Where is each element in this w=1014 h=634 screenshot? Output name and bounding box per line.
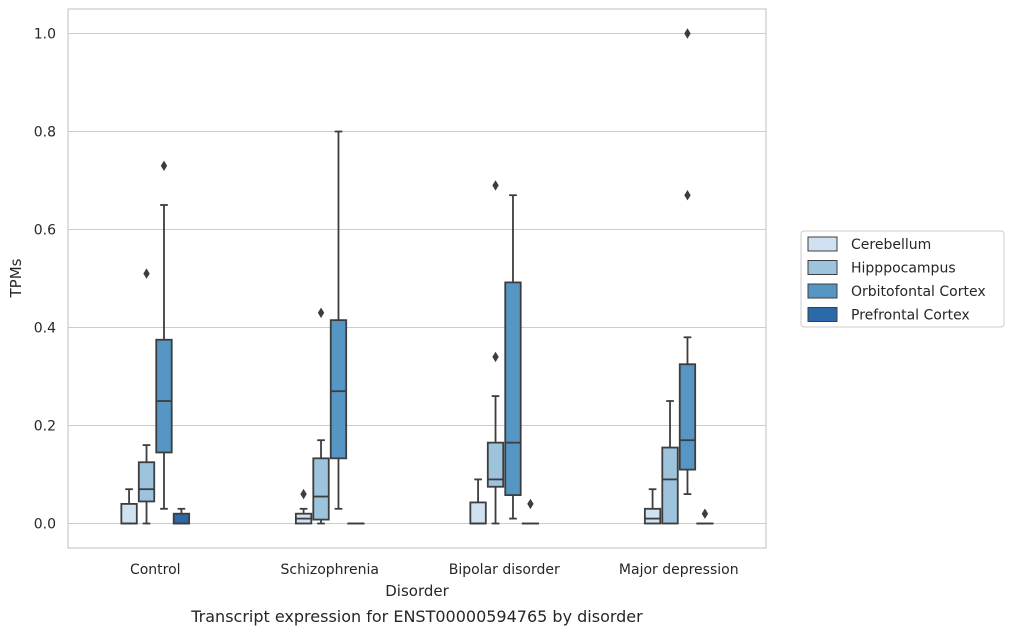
- legend-swatch: [807, 236, 838, 252]
- box-iqr: [678, 363, 697, 471]
- box: [643, 488, 662, 525]
- outlier-point: [143, 268, 150, 279]
- box: [486, 180, 505, 525]
- box-iqr: [120, 502, 138, 525]
- box-iqr: [155, 338, 173, 454]
- y-axis-ticks: 0.0 0.2 0.4 0.6 0.8 1.0: [34, 27, 56, 533]
- box-iqr: [329, 319, 348, 460]
- legend-swatch: [807, 307, 838, 322]
- box: [312, 307, 330, 525]
- outlier-point: [492, 180, 499, 191]
- y-tick-label: 0.4: [34, 321, 56, 337]
- x-axis-label: Disorder: [385, 582, 449, 600]
- box-iqr: [469, 501, 487, 525]
- legend-entry-label: Cerebellum: [851, 237, 931, 253]
- legend-entry-label: Hipppocampus: [851, 261, 956, 277]
- plot-frame: [67, 8, 767, 549]
- box-iqr: [172, 512, 191, 525]
- box: [696, 508, 714, 525]
- x-tick-label: Control: [130, 562, 181, 578]
- legend-swatch: [807, 260, 838, 275]
- legend-entry-label: Prefrontal Cortex: [851, 308, 970, 324]
- x-tick-label: Bipolar disorder: [449, 562, 560, 578]
- box: [294, 488, 313, 525]
- outlier-point: [492, 351, 499, 363]
- legend: Cerebellum Hipppocampus Orbitofontal Corte…: [800, 230, 1005, 328]
- chart-caption: Transcript expression for ENST0000059476…: [190, 607, 643, 626]
- box-iqr: [661, 446, 679, 525]
- y-tick-label: 0.6: [34, 223, 56, 239]
- outlier-point: [527, 498, 534, 510]
- y-tick-label: 0.0: [34, 517, 56, 533]
- outlier-point: [300, 488, 307, 500]
- box: [155, 160, 173, 510]
- box: [120, 488, 138, 525]
- x-tick-label: Major depression: [619, 562, 739, 578]
- box-iqr: [504, 281, 522, 496]
- outlier-point: [701, 508, 709, 519]
- y-axis-label: TPMs: [7, 258, 25, 298]
- box: [504, 194, 522, 520]
- box: [661, 400, 679, 525]
- box-iqr: [312, 457, 330, 521]
- box: [469, 478, 487, 525]
- box: [678, 28, 697, 496]
- outlier-point: [684, 190, 691, 201]
- box: [137, 268, 156, 525]
- outlier-point: [317, 307, 325, 318]
- box: [329, 130, 348, 510]
- legend-entry-label: Orbitofontal Cortex: [851, 284, 986, 300]
- legend-frame: [800, 230, 1005, 328]
- legend-swatch: [807, 283, 838, 299]
- box: [521, 498, 540, 525]
- y-tick-label: 1.0: [34, 27, 56, 43]
- box-plot-area: [120, 28, 714, 525]
- box: [172, 507, 191, 525]
- outlier-point: [160, 160, 168, 171]
- y-tick-label: 0.2: [34, 419, 56, 435]
- box-iqr: [486, 441, 505, 488]
- y-tick-label: 0.8: [34, 125, 56, 141]
- box-iqr: [137, 461, 156, 503]
- x-axis-ticks: Control Schizophrenia Bipolar disorder Majo…: [130, 562, 739, 578]
- outlier-point: [684, 28, 691, 39]
- x-tick-label: Schizophrenia: [281, 562, 379, 578]
- box-iqr: [643, 507, 662, 525]
